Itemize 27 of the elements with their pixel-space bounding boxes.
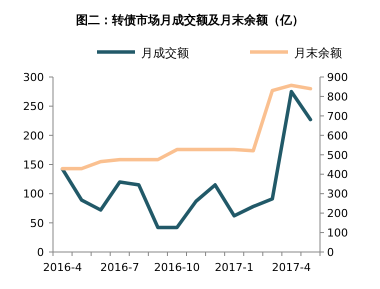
x-tick-label: 2016-10 xyxy=(154,261,200,274)
legend-label: 月末余额 xyxy=(294,46,342,60)
y-tick-label: 0 xyxy=(37,246,44,259)
y2-tick-label: 500 xyxy=(327,148,348,162)
x-tick-label: 2017-1 xyxy=(214,261,254,274)
line-series xyxy=(60,84,312,170)
y-tick-label: 200 xyxy=(23,129,44,142)
chart-title: 图二：转债市场月成交额及月末余额（亿） xyxy=(76,13,304,27)
x-tick-label: 2016-7 xyxy=(100,261,140,274)
y2-tick-label: 400 xyxy=(327,168,348,182)
y-tick-label: 250 xyxy=(23,100,44,114)
y-tick-label: 150 xyxy=(23,158,44,172)
y-tick-label: 100 xyxy=(23,188,44,201)
y2-tick-label: 0 xyxy=(327,246,334,259)
x-tick-label: 2017-4 xyxy=(272,261,311,274)
legend-label: 月成交额 xyxy=(141,46,189,60)
y-tick-label: 300 xyxy=(23,71,44,84)
y2-tick-label: 900 xyxy=(327,71,348,84)
x-tick-label: 2016-4 xyxy=(43,261,82,274)
y-tick-label: 50 xyxy=(30,216,44,230)
y2-tick-label: 600 xyxy=(327,129,348,142)
y2-tick-label: 100 xyxy=(327,226,348,240)
y2-tick-label: 300 xyxy=(327,188,348,201)
line-series xyxy=(60,90,312,230)
y2-tick-label: 700 xyxy=(327,110,348,123)
y2-tick-label: 200 xyxy=(327,207,348,220)
y2-tick-label: 800 xyxy=(327,90,348,104)
